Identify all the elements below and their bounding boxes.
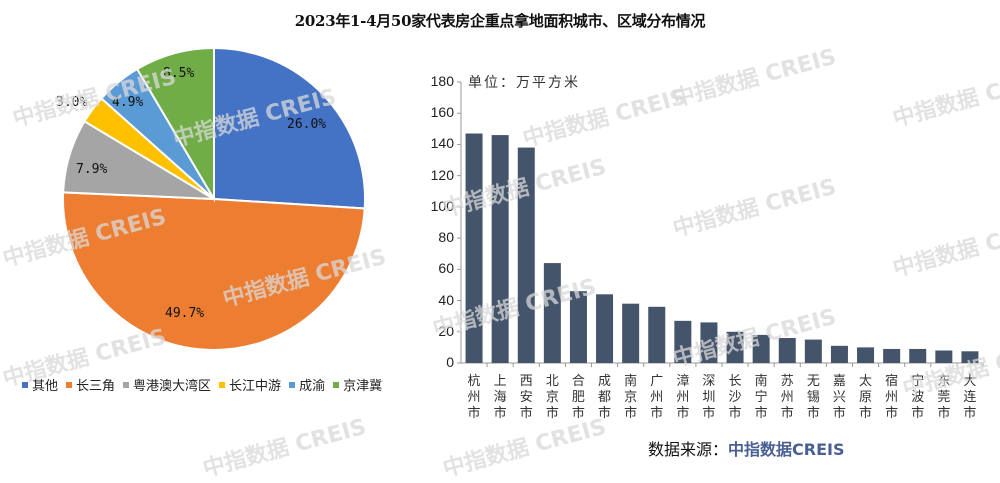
- y-tick-label: 80: [438, 229, 454, 246]
- legend-swatch: [219, 381, 226, 388]
- legend-swatch: [66, 381, 73, 388]
- x-tick-label: 南宁市: [754, 374, 768, 421]
- x-tick-label: 东莞市: [937, 374, 951, 421]
- data-source: 数据来源：中指数据CREIS: [648, 436, 845, 460]
- x-tick-label: 太原市: [859, 374, 873, 421]
- legend-swatch: [333, 381, 340, 388]
- x-tick-label: 嘉兴市: [832, 374, 846, 421]
- x-tick-label: 合肥市: [571, 374, 585, 421]
- bar: [543, 263, 561, 363]
- pie-label: 3.0%: [56, 95, 88, 110]
- bar: [569, 291, 587, 363]
- source-label: 数据来源：: [648, 440, 729, 459]
- y-tick-label: 20: [438, 322, 454, 339]
- x-tick-label: 南京市: [624, 374, 638, 421]
- x-tick-label: 北京市: [545, 374, 559, 421]
- x-tick-label: 宿州市: [885, 374, 899, 421]
- bar: [752, 334, 770, 363]
- bar: [726, 331, 744, 363]
- legend-swatch: [22, 381, 28, 388]
- y-tick-label: 140: [430, 135, 454, 152]
- x-tick-label: 苏州市: [780, 374, 794, 421]
- legend-item: 长江中游: [219, 375, 281, 394]
- y-tick-label: 60: [438, 260, 454, 277]
- legend-item: 粤港澳大湾区: [123, 375, 211, 394]
- pie-label: 8.5%: [163, 66, 195, 81]
- pie-slice-5: [135, 46, 215, 203]
- legend-swatch: [123, 381, 130, 388]
- unit-label: 单位：万平方米: [468, 75, 580, 91]
- legend-label: 长三角: [76, 379, 116, 394]
- legend-item: 其他: [22, 375, 58, 394]
- chart-title: 2023年1-4月50家代表房企重点拿地面积城市、区域分布情况: [294, 12, 706, 30]
- x-tick-label: 西安市: [519, 374, 533, 421]
- legend-item: 成渝: [289, 375, 325, 394]
- chart-canvas: [62, 46, 984, 367]
- pie-slice-0: [213, 46, 366, 210]
- pie-slice-1: [62, 191, 366, 351]
- bar: [491, 135, 509, 363]
- x-tick-label: 无锡市: [806, 374, 820, 421]
- bar-chart: [457, 81, 984, 367]
- x-tick-label: 成都市: [598, 374, 612, 421]
- bar: [909, 348, 927, 363]
- pie-legend: 其他 长三角 粤港澳大湾区 长江中游 成渝 京津冀: [22, 375, 382, 394]
- bar: [857, 347, 875, 363]
- x-tick-label: 深圳市: [702, 374, 716, 421]
- bar: [830, 345, 848, 363]
- bar: [622, 303, 640, 363]
- x-tick-label: 大连市: [963, 374, 977, 421]
- legend-label: 长江中游: [229, 379, 282, 394]
- y-tick-label: 160: [430, 104, 454, 121]
- x-tick-label: 杭州市: [467, 374, 481, 421]
- x-tick-label: 漳州市: [676, 374, 690, 421]
- bar: [517, 147, 535, 363]
- y-tick-label: 40: [438, 291, 454, 308]
- legend-label: 粤港澳大湾区: [133, 379, 212, 394]
- x-tick-label: 宁波市: [911, 374, 925, 421]
- legend-label: 成渝: [299, 379, 326, 394]
- legend-label: 京津冀: [343, 379, 383, 394]
- bar: [648, 306, 666, 363]
- x-tick-label: 上海市: [493, 374, 507, 421]
- bar: [778, 338, 796, 363]
- bar: [883, 348, 901, 363]
- legend-item: 长三角: [66, 375, 115, 394]
- pie-label: 49.7%: [165, 306, 205, 321]
- y-tick-label: 0: [446, 354, 454, 370]
- y-tick-label: 120: [430, 166, 454, 183]
- pie-label: 7.9%: [76, 162, 108, 177]
- pie-chart: [62, 46, 366, 351]
- y-tick-label: 100: [430, 197, 454, 214]
- bar: [465, 133, 483, 363]
- bar: [961, 351, 979, 363]
- legend-label: 其他: [32, 379, 59, 394]
- bar: [935, 350, 953, 363]
- pie-label: 26.0%: [287, 117, 327, 132]
- x-tick-label: 广州市: [650, 374, 664, 421]
- x-tick-label: 长沙市: [728, 374, 742, 421]
- source-brand: 中指数据CREIS: [728, 440, 845, 459]
- pie-label: 4.9%: [112, 95, 144, 110]
- bar: [700, 322, 718, 363]
- bar: [804, 339, 822, 363]
- bar: [674, 320, 692, 363]
- y-tick-label: 180: [430, 73, 454, 89]
- legend-item: 京津冀: [333, 375, 382, 394]
- bar: [596, 294, 614, 363]
- legend-swatch: [289, 381, 296, 388]
